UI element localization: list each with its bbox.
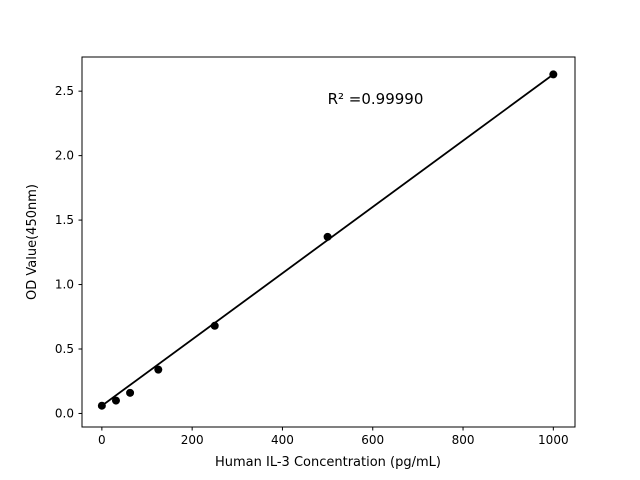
- y-tick-label: 1.0: [55, 278, 74, 292]
- y-tick-label: 1.5: [55, 213, 74, 227]
- x-tick-label: 1000: [538, 433, 569, 447]
- y-tick-label: 0.5: [55, 342, 74, 356]
- axes-spines: [81, 56, 576, 428]
- y-tick-label: 2.5: [55, 84, 74, 98]
- data-point: [126, 388, 135, 397]
- data-point: [323, 232, 332, 241]
- y-tick-label: 0.0: [55, 406, 74, 420]
- data-point: [154, 365, 163, 374]
- data-point: [549, 70, 558, 79]
- r-squared-annotation: R² =0.99990: [328, 90, 424, 108]
- data-point: [111, 396, 120, 405]
- x-axis-label: Human IL-3 Concentration (pg/mL): [215, 455, 441, 470]
- data-point: [210, 321, 219, 330]
- x-tick-label: 0: [98, 433, 106, 447]
- x-tick-label: 600: [361, 433, 384, 447]
- y-axis-label: OD Value(450nm): [25, 184, 40, 300]
- data-point: [97, 401, 106, 410]
- x-tick-label: 800: [452, 433, 475, 447]
- ticks-layer: 0 200 400 600 800 1000 0.0 0.5 1.0 1.5 2.0 2.5: [55, 84, 569, 447]
- x-tick-label: 200: [181, 433, 204, 447]
- data-layer: [97, 70, 558, 410]
- x-tick-label: 400: [271, 433, 294, 447]
- y-tick-label: 2.0: [55, 149, 74, 163]
